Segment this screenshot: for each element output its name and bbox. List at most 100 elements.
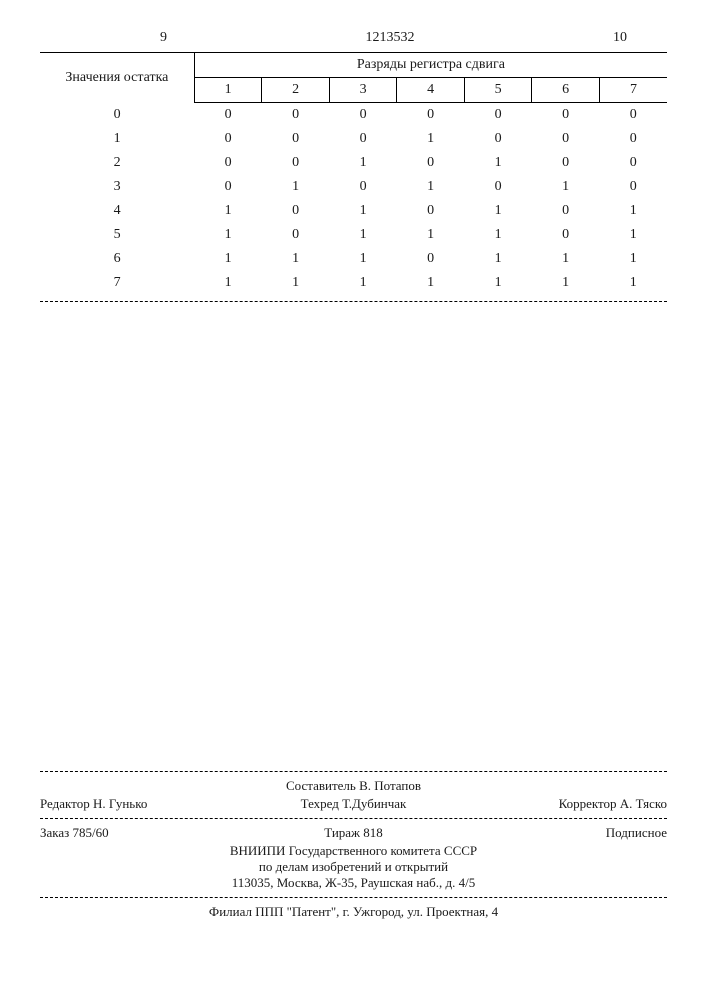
cell: 1 [599,199,667,223]
table-row: 4 1 0 1 0 1 0 1 [40,199,667,223]
cell: 0 [194,175,262,199]
cell: 0 [329,103,397,128]
cell: 0 [194,127,262,151]
row-label: 6 [40,247,194,271]
cell: 0 [194,151,262,175]
footer-block: Составитель В. Потапов Редактор Н. Гуньк… [40,765,667,920]
cell: 0 [599,175,667,199]
page: 9 1213532 10 Значения остатка Разряды ре… [0,0,707,328]
document-number: 1213532 [366,30,415,46]
cell: 0 [532,151,600,175]
cell: 1 [599,247,667,271]
cell: 0 [532,103,600,128]
col-num: 6 [532,78,600,103]
table-row: 2 0 0 1 0 1 0 0 [40,151,667,175]
cell: 1 [262,175,330,199]
cell: 1 [397,223,465,247]
org-line-1: ВНИИПИ Государственного комитета СССР [40,843,667,859]
col-num: 5 [464,78,532,103]
cell: 0 [464,103,532,128]
cell: 0 [397,247,465,271]
row-label: 1 [40,127,194,151]
cell: 0 [532,223,600,247]
cell: 1 [532,175,600,199]
cell: 1 [329,223,397,247]
col-num: 3 [329,78,397,103]
compiler-line: Составитель В. Потапов [40,778,667,794]
page-header-row: 9 1213532 10 [40,30,667,52]
col-num: 1 [194,78,262,103]
cell: 0 [464,175,532,199]
cell: 0 [397,151,465,175]
table-row: 1 0 0 0 1 0 0 0 [40,127,667,151]
row-label: 7 [40,271,194,295]
cell: 0 [397,199,465,223]
cell: 1 [194,271,262,295]
cell: 1 [329,199,397,223]
cell: 1 [464,223,532,247]
shift-register-table: Значения остатка Разряды регистра сдвига… [40,53,667,295]
table-end-rule [40,301,667,302]
col-num: 7 [599,78,667,103]
circulation: Тираж 818 [249,825,458,841]
techred-credit: Техред Т.Дубинчак [236,796,471,812]
order-row: Заказ 785/60 Тираж 818 Подписное [40,825,667,841]
left-col-num: 9 [160,30,167,46]
cell: 0 [262,151,330,175]
cell: 1 [397,175,465,199]
columns-header: Разряды регистра сдвига [194,53,667,78]
table-row: 3 0 1 0 1 0 1 0 [40,175,667,199]
cell: 0 [194,103,262,128]
table-row: 6 1 1 1 0 1 1 1 [40,247,667,271]
cell: 1 [532,271,600,295]
table-row: 0 0 0 0 0 0 0 0 [40,103,667,128]
org-line-3: 113035, Москва, Ж-35, Раушская наб., д. … [40,875,667,891]
subscription-label: Подписное [458,825,667,841]
cell: 1 [329,271,397,295]
cell: 0 [464,127,532,151]
col-num: 2 [262,78,330,103]
cell: 0 [532,199,600,223]
row-label: 2 [40,151,194,175]
footer-rule-1 [40,771,667,772]
cell: 1 [194,199,262,223]
cell: 1 [329,247,397,271]
cell: 1 [599,271,667,295]
footer-rule-3 [40,897,667,898]
row-label: 4 [40,199,194,223]
row-label: 5 [40,223,194,247]
table-row: 5 1 0 1 1 1 0 1 [40,223,667,247]
cell: 1 [397,271,465,295]
row-label: 3 [40,175,194,199]
cell: 1 [329,151,397,175]
cell: 0 [262,103,330,128]
cell: 1 [262,271,330,295]
order-number: Заказ 785/60 [40,825,249,841]
cell: 0 [532,127,600,151]
cell: 0 [397,103,465,128]
cell: 1 [194,247,262,271]
cell: 0 [599,103,667,128]
cell: 0 [262,199,330,223]
branch-line: Филиал ППП "Патент", г. Ужгород, ул. Про… [40,904,667,920]
cell: 1 [194,223,262,247]
cell: 0 [599,127,667,151]
cell: 1 [262,247,330,271]
credits-row: Редактор Н. Гунько Техред Т.Дубинчак Кор… [40,796,667,812]
cell: 0 [329,175,397,199]
cell: 1 [532,247,600,271]
row-label: 0 [40,103,194,128]
corrector-credit: Корректор А. Тяско [471,796,667,812]
footer-rule-2 [40,818,667,819]
cell: 1 [464,247,532,271]
col-num: 4 [397,78,465,103]
cell: 0 [329,127,397,151]
cell: 1 [397,127,465,151]
editor-credit: Редактор Н. Гунько [40,796,236,812]
cell: 1 [464,199,532,223]
cell: 0 [262,127,330,151]
cell: 1 [599,223,667,247]
cell: 0 [262,223,330,247]
cell: 1 [464,271,532,295]
cell: 1 [464,151,532,175]
